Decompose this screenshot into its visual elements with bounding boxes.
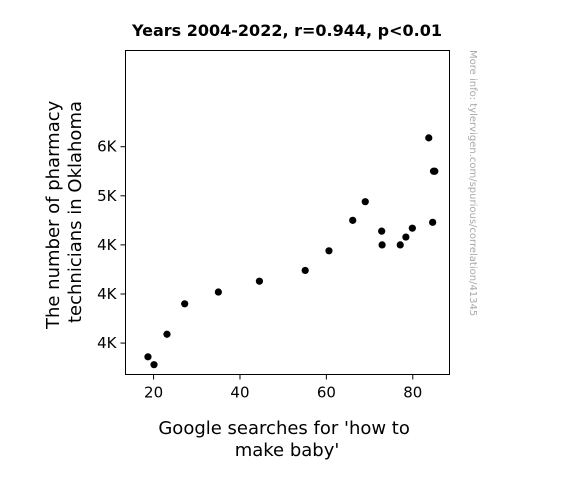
data-points <box>144 134 439 369</box>
data-point <box>378 227 386 235</box>
data-point <box>163 330 171 338</box>
data-point <box>431 167 439 175</box>
data-point <box>181 300 189 308</box>
y-tick-label: 4K <box>97 236 118 254</box>
source-note: More info: tylervigen.com/spurious/corre… <box>467 50 478 316</box>
plot-area <box>125 50 450 375</box>
data-point <box>301 266 309 275</box>
y-axis: 4K 4K 4K 5K 6K <box>97 138 126 352</box>
data-point <box>396 241 404 249</box>
data-point <box>378 241 386 249</box>
x-axis-label: Google searches for 'how to make baby' <box>158 418 415 461</box>
y-tick-label: 4K <box>97 334 118 352</box>
data-point <box>429 218 437 226</box>
data-point <box>408 224 416 232</box>
y-tick-label: 4K <box>97 285 118 303</box>
data-point <box>361 198 369 206</box>
x-tick-label: 20 <box>144 384 163 402</box>
chart-title: Years 2004-2022, r=0.944, p<0.01 <box>131 21 442 40</box>
plot-frame <box>125 50 450 375</box>
x-axis-label-line-2: make baby' <box>235 440 340 461</box>
data-point <box>349 216 357 224</box>
data-point <box>150 361 158 369</box>
data-point <box>425 134 433 142</box>
y-axis-label-line-1: The number of pharmacy <box>43 100 64 330</box>
data-point <box>144 353 152 361</box>
data-point <box>325 247 333 255</box>
data-point <box>402 233 410 241</box>
x-axis: 20 40 60 80 <box>144 374 422 402</box>
x-tick-label: 40 <box>230 384 249 402</box>
x-axis-label-line-1: Google searches for 'how to <box>158 418 410 439</box>
y-tick-label: 6K <box>97 138 118 156</box>
x-tick-label: 80 <box>403 384 422 402</box>
y-tick-label: 5K <box>97 187 118 205</box>
y-axis-label-line-2: technicians in Oklahoma <box>65 101 86 323</box>
data-point <box>214 288 222 296</box>
y-axis-label: The number of pharmacy technicians in Ok… <box>43 95 86 330</box>
data-point <box>255 277 264 285</box>
x-tick-label: 60 <box>317 384 336 402</box>
